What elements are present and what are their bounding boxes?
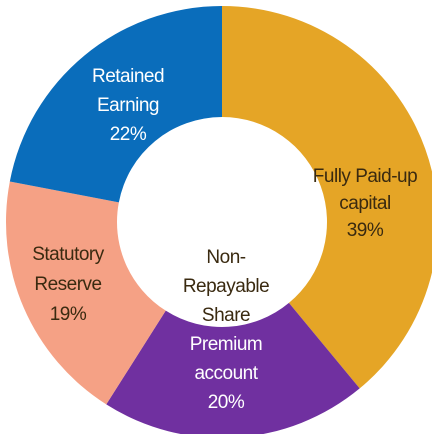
slice-label-line: Statutory bbox=[32, 244, 105, 265]
slice-label: Retained Earning bbox=[92, 66, 164, 116]
slice-label-line: Premium bbox=[190, 334, 263, 355]
slice-label-line: capital bbox=[339, 193, 390, 214]
donut-slice bbox=[9, 6, 222, 203]
slice-label-line: Earning bbox=[97, 95, 159, 116]
value-label: 20% bbox=[208, 392, 245, 413]
donut-slice bbox=[106, 302, 360, 434]
value-label: 22% bbox=[110, 124, 147, 145]
slice-label: Non- Repayable Share Premium account bbox=[183, 247, 269, 384]
slice-label-line: Reserve bbox=[34, 274, 101, 295]
slice-label-line: Retained bbox=[92, 66, 164, 87]
donut-slice bbox=[222, 6, 432, 389]
value-label: 39% bbox=[347, 220, 384, 241]
slice-label-line: Repayable bbox=[183, 276, 269, 297]
slice-label: Statutory Reserve bbox=[32, 244, 105, 295]
value-label: 19% bbox=[50, 304, 87, 325]
slice-label-line: Fully Paid-up bbox=[313, 166, 417, 187]
slice-label-line: Non- bbox=[206, 247, 245, 268]
slice-label-line: Share bbox=[202, 305, 250, 326]
donut-slice bbox=[5, 181, 166, 405]
slice-label: Fully Paid-up capital bbox=[313, 166, 417, 214]
slice-label-line: account bbox=[194, 363, 258, 384]
